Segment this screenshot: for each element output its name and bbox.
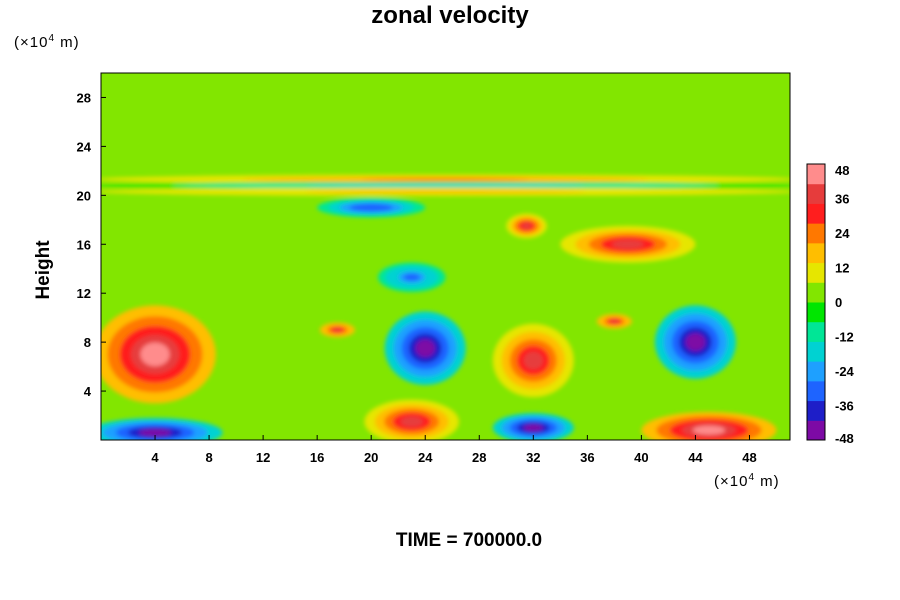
heatmap-contour — [685, 333, 706, 351]
heatmap-contour — [403, 273, 420, 281]
colorbar-swatch — [807, 183, 825, 204]
colorbar: 48 36 24 12 0 -12 -24 -36 -48 — [806, 163, 855, 446]
colorbar-tick-label: 48 — [835, 163, 849, 178]
y-unit-prefix: (×10 — [14, 34, 49, 51]
y-unit-exp: 4 — [48, 33, 56, 44]
heatmap-contour — [692, 425, 726, 435]
colorbar-swatch — [807, 242, 825, 264]
x-tick-label: 20 — [364, 450, 378, 465]
y-tick-label: 16 — [77, 237, 91, 252]
heatmap-contour — [138, 429, 172, 437]
x-tick-label: 48 — [742, 450, 756, 465]
heatmap-contour — [361, 190, 530, 193]
y-unit-suffix: m) — [55, 34, 80, 51]
x-tick-label: 8 — [205, 450, 212, 465]
colorbar-tick-label: 12 — [835, 261, 849, 276]
colorbar-swatch — [807, 262, 825, 283]
colorbar-tick-label: -48 — [835, 431, 854, 446]
x-tick-label: 12 — [256, 450, 270, 465]
colorbar-swatch — [807, 282, 825, 303]
heatmap-contour — [140, 342, 170, 367]
chart-title: zonal velocity — [371, 2, 529, 29]
colorbar-tick-label: -12 — [835, 330, 854, 345]
heatmap-features — [101, 174, 790, 440]
colorbar-swatch — [807, 164, 825, 185]
x-tick-label: 16 — [310, 450, 324, 465]
colorbar-swatch — [807, 223, 825, 244]
heatmap-contour — [521, 222, 532, 229]
colorbar-swatch — [807, 203, 825, 224]
colorbar-swatch — [807, 380, 825, 402]
y-tick-label: 12 — [77, 286, 91, 301]
colorbar-tick-label: 0 — [835, 295, 842, 310]
heatmap-contour — [415, 339, 435, 358]
colorbar-swatch — [807, 302, 825, 323]
colorbar-swatch — [807, 361, 825, 382]
x-unit-prefix: (×10 — [714, 473, 749, 490]
heatmap-contour — [361, 178, 530, 181]
heatmap-contour — [400, 416, 424, 427]
colorbar-swatch — [807, 400, 825, 421]
x-tick-label: 32 — [526, 450, 540, 465]
heatmap-contour — [523, 424, 544, 432]
y-tick-label: 4 — [84, 384, 92, 399]
heatmap-contour — [523, 351, 544, 370]
colorbar-swatch — [807, 321, 825, 342]
heatmap-contour — [358, 205, 385, 210]
x-tick-label: 4 — [151, 450, 159, 465]
colorbar-tick-label: -36 — [835, 399, 854, 414]
x-tick-label: 44 — [688, 450, 703, 465]
x-tick-label: 24 — [418, 450, 433, 465]
x-tick-label: 28 — [472, 450, 486, 465]
x-unit-exp: 4 — [748, 472, 756, 483]
y-tick-label: 24 — [77, 139, 92, 154]
colorbar-swatch — [807, 341, 825, 362]
colorbar-swatch — [807, 420, 825, 441]
plot-frame — [100, 72, 791, 441]
x-tick-label: 40 — [634, 450, 648, 465]
heatmap-background — [101, 73, 790, 440]
time-footer: TIME = 700000.0 — [395, 530, 543, 551]
heatmap-field — [101, 73, 790, 440]
y-tick-label: 8 — [84, 335, 91, 350]
heatmap-contour — [333, 328, 342, 332]
x-tick-label: 36 — [580, 450, 594, 465]
heatmap-contour — [361, 184, 530, 187]
heatmap-contour — [611, 239, 645, 249]
heatmap-contour — [610, 319, 619, 324]
colorbar-tick-label: -24 — [835, 364, 855, 379]
y-tick-label: 20 — [77, 188, 91, 203]
x-unit-suffix: m) — [755, 473, 780, 490]
colorbar-tick-label: 36 — [835, 192, 849, 207]
colorbar-frame — [806, 163, 826, 441]
y-axis-unit: (×104 m) — [14, 33, 80, 51]
colorbar-tick-label: 24 — [835, 226, 850, 241]
x-axis-unit: (×104 m) — [714, 472, 780, 490]
y-tick-label: 28 — [77, 90, 91, 105]
